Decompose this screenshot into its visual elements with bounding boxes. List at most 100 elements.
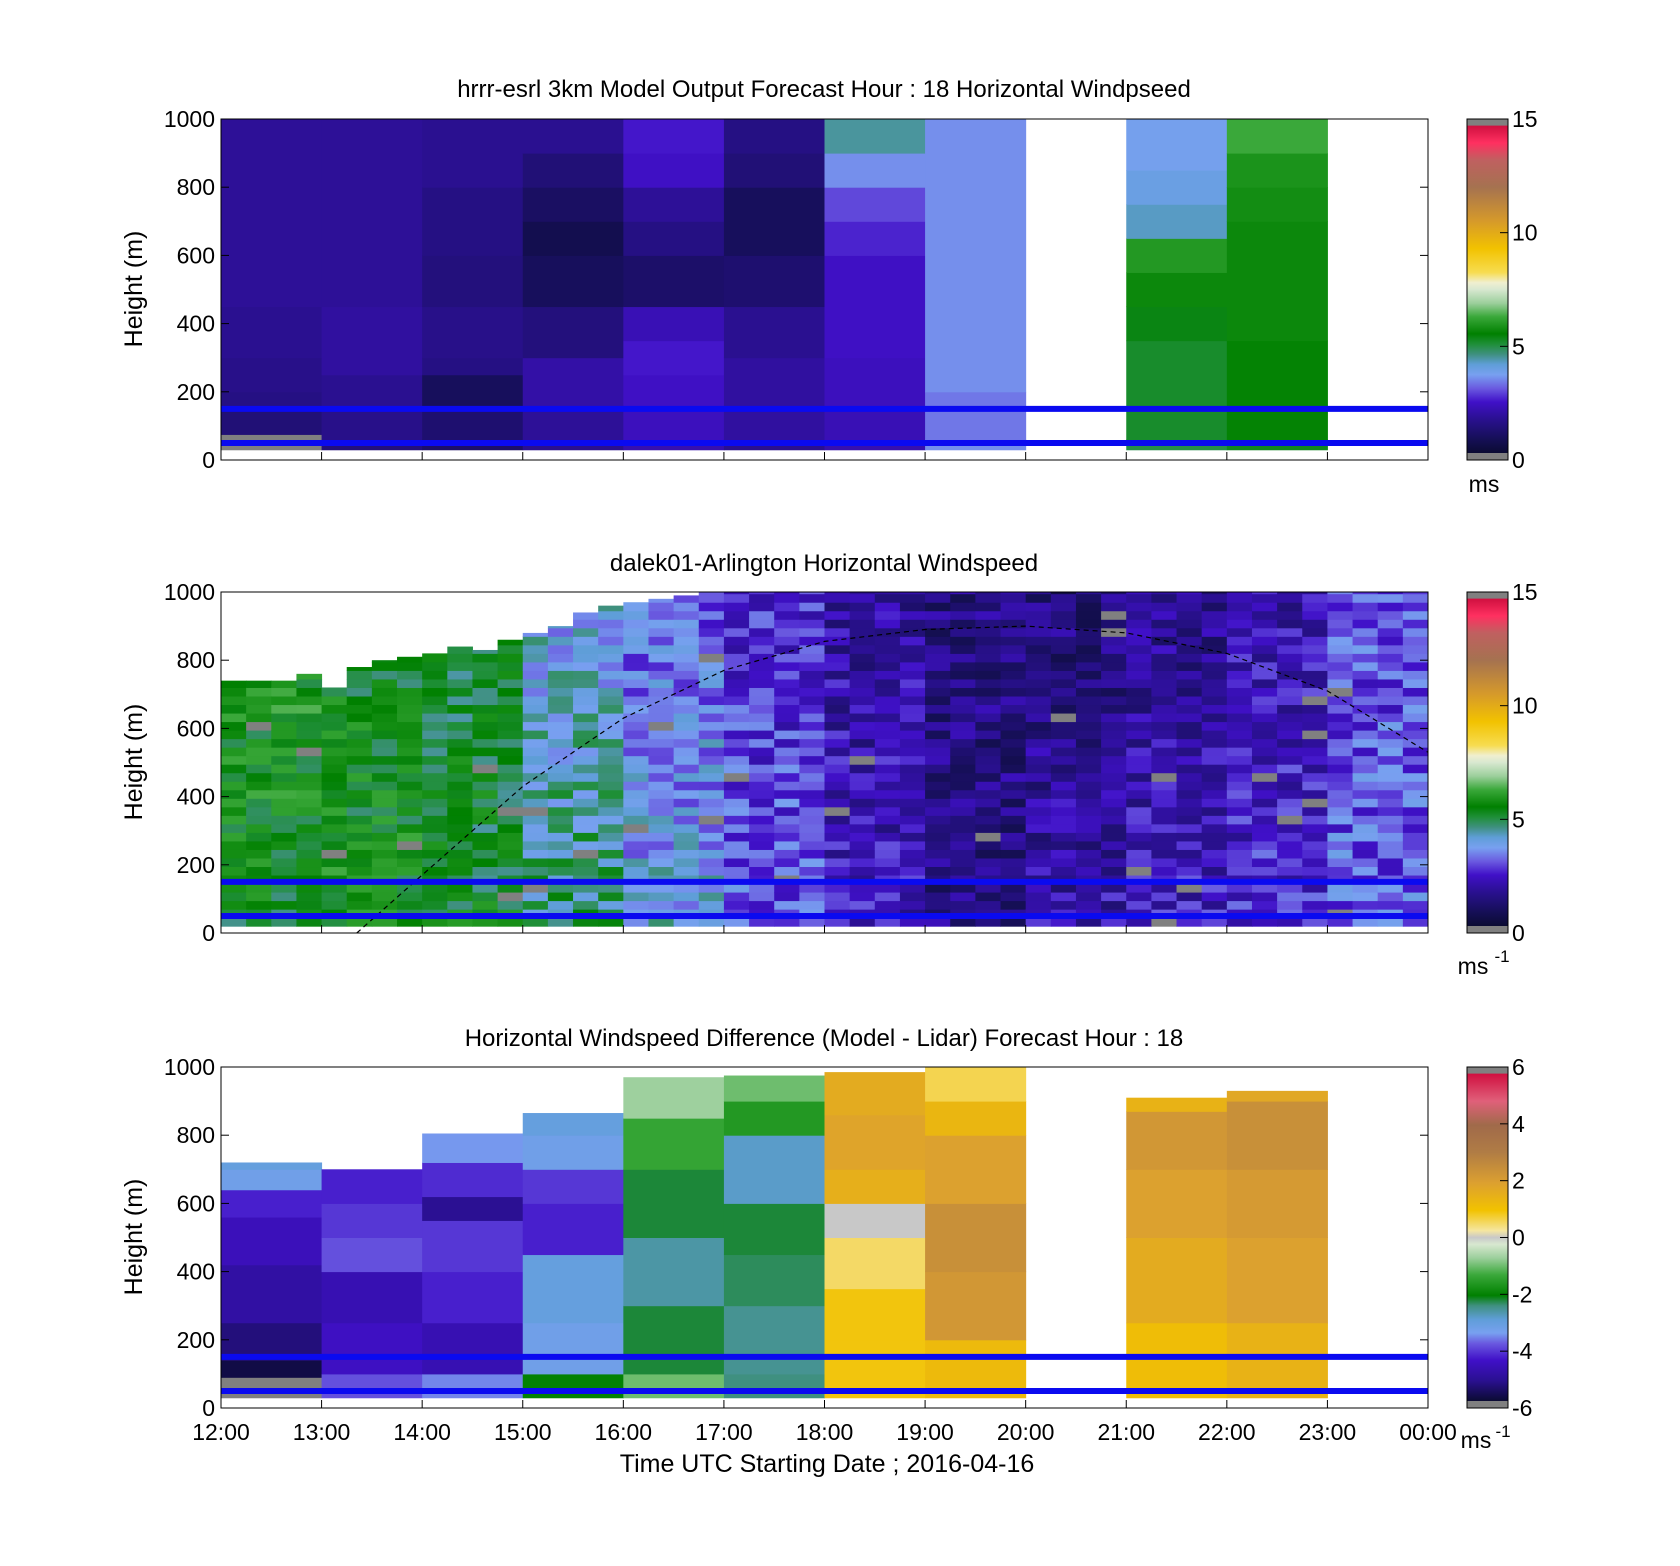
lidar-cell [1101,883,1127,893]
lidar-cell [824,917,851,927]
lidar-cell [874,840,901,850]
lidar-cell [623,857,649,868]
lidar-cell [975,806,1002,816]
lidar-cell [950,661,976,671]
lidar-cell [824,619,851,629]
lidar-cell [874,696,901,706]
x-tick-label: 19:00 [896,1419,954,1445]
lidar-cell [447,704,473,714]
lidar-cell [1277,849,1303,859]
lidar-cell [1050,866,1077,876]
lidar-cell [925,687,951,697]
lidar-cell [271,738,297,748]
lidar-cell [1352,900,1379,910]
lidar-cell [447,764,473,774]
lidar-cell [1025,592,1052,595]
lidar-cell [673,832,700,842]
lidar-cell [950,721,976,731]
lidar-cell [497,857,524,868]
lidar-cell [598,815,624,825]
lidar-cell [1277,696,1303,706]
lidar-cell [623,721,649,731]
lidar-cell [422,738,448,748]
lidar-cell [1352,602,1379,612]
lidar-cell [1226,592,1253,595]
lidar-cell [824,653,851,663]
lidar-cell [598,636,624,646]
lidar-cell [925,730,951,740]
lidar-cell [1377,687,1404,697]
y-tick-label: 1000 [164,579,215,605]
lidar-cell [221,696,247,706]
lidar-cell [1025,678,1052,688]
lidar-cell [346,823,373,833]
lidar-cell [1126,593,1152,603]
lidar-cell [1050,738,1077,748]
lidar-cell [648,696,675,706]
lidar-cell [1101,849,1127,859]
lidar-cell [296,713,323,723]
lidar-cell [648,738,675,748]
lidar-cell [749,840,775,850]
lidar-cell [1050,832,1077,842]
lidar-cell [1151,670,1178,680]
lidar-cell [1101,823,1127,833]
lidar-cell [321,687,348,697]
difference-cell [824,1203,926,1238]
lidar-cell [925,619,951,629]
lidar-cell [1377,592,1404,595]
lidar-cell [1025,713,1052,723]
lidar-heatmap [221,592,1428,927]
x-tick-label: 00:00 [1399,1419,1457,1445]
lidar-cell [623,849,649,859]
lidar-cell [598,789,624,799]
lidar-cell [497,892,524,902]
lidar-cell [1101,610,1127,620]
lidar-cell [648,713,675,723]
lidar-cell [522,636,549,646]
lidar-cell [598,704,624,714]
lidar-cell [1352,730,1379,740]
lidar-cell [497,678,524,688]
lidar-cell [1075,678,1102,688]
lidar-cell [1201,806,1228,816]
lidar-cell [925,627,951,637]
lidar-cell [1377,747,1404,757]
lidar-cell [950,900,976,910]
lidar-cell [1277,747,1303,757]
lidar-cell [296,730,323,740]
lidar-cell [1050,713,1077,723]
lidar-cell [1101,721,1127,731]
lidar-cell [648,781,675,791]
lidar-cell [547,857,574,868]
difference-cell [1226,1169,1328,1238]
lidar-cell [1302,747,1328,757]
lidar-cell [246,764,272,774]
lidar-cell [1025,636,1052,646]
lidar-cell [899,610,926,620]
lidar-cell [397,815,423,825]
lidar-cell [673,892,700,902]
lidar-cell [698,840,725,850]
lidar-cell [1277,619,1303,629]
lidar-cell [522,781,549,791]
lidar-cell [397,704,423,714]
lidar-cell [271,806,297,816]
lidar-cell [824,781,851,791]
lidar-cell [346,892,373,902]
lidar-cell [246,832,272,842]
lidar-cell [749,644,775,654]
lidar-cell [1151,764,1178,774]
lidar-cell [321,832,348,842]
lidar-cell [925,840,951,850]
model-cell [1126,204,1228,239]
lidar-cell [950,806,976,816]
lidar-cell [573,696,599,706]
lidar-cell [522,849,549,859]
lidar-cell [1000,857,1027,868]
lidar-cell [623,823,649,833]
lidar-cell [1352,721,1379,731]
lidar-cell [1151,849,1178,859]
lidar-cell [1126,696,1152,706]
